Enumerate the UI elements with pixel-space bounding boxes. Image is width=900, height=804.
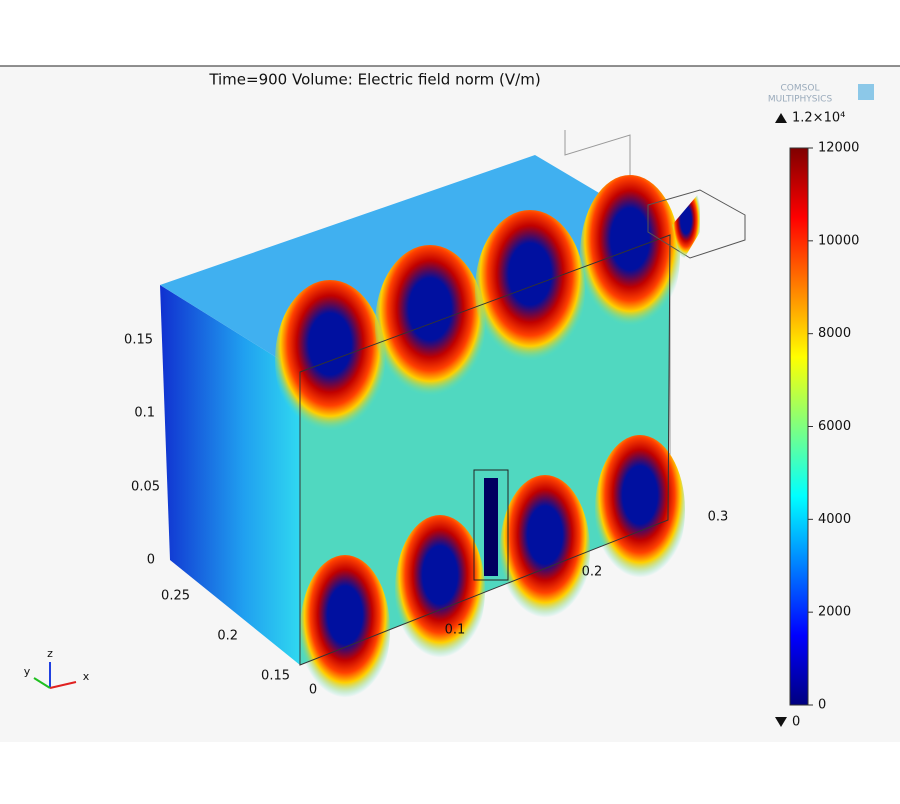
x-tick-label: 0.3 xyxy=(708,510,729,525)
colorbar-tick-label: 8000 xyxy=(818,326,851,341)
colorbar-tick-label: 10000 xyxy=(818,233,859,248)
y-tick-label: 0.2 xyxy=(217,629,238,644)
x-tick-label: 0 xyxy=(309,683,317,698)
triad-label: z xyxy=(47,647,53,660)
triad-label: x xyxy=(83,670,90,683)
field-pattern xyxy=(275,175,685,705)
colorbar-tick-label: 6000 xyxy=(818,419,851,434)
colorbar-tick-label: 0 xyxy=(818,698,826,713)
colorbar xyxy=(789,147,809,706)
z-tick-label: 0.15 xyxy=(124,333,153,348)
colorbar-tick-label: 12000 xyxy=(818,141,859,156)
slot xyxy=(473,469,509,581)
x-tick-label: 0.1 xyxy=(445,623,466,638)
y-tick-label: 0.15 xyxy=(261,669,290,684)
colorbar-tick-label: 4000 xyxy=(818,512,851,527)
logo: MULTIPHYSICS xyxy=(768,95,833,105)
z-tick-label: 0.05 xyxy=(131,480,160,495)
logo-icon xyxy=(858,84,874,100)
y-tick-label: 0.25 xyxy=(161,589,190,604)
axis-triad: z x y xyxy=(24,647,90,689)
x-tick-label: 0.2 xyxy=(582,565,603,580)
front-edge xyxy=(299,234,671,666)
z-tick-label: 0.1 xyxy=(134,406,155,421)
plot-title: Time=900 Volume: Electric field norm (V/… xyxy=(208,71,540,89)
max-marker xyxy=(775,113,787,123)
colorbar-min-label: 0 xyxy=(792,715,800,730)
waveguide-field xyxy=(672,192,700,262)
z-tick-label: 0 xyxy=(147,553,155,568)
logo: COMSOL xyxy=(781,84,820,94)
min-marker xyxy=(775,717,787,727)
left-face xyxy=(160,285,300,665)
slot-core xyxy=(484,478,498,576)
waveguide xyxy=(647,189,746,259)
colorbar-tick-label: 2000 xyxy=(818,605,851,620)
triad-label: y xyxy=(24,665,31,678)
colorbar-max-label: 1.2×10⁴ xyxy=(792,111,845,126)
model xyxy=(160,130,746,705)
